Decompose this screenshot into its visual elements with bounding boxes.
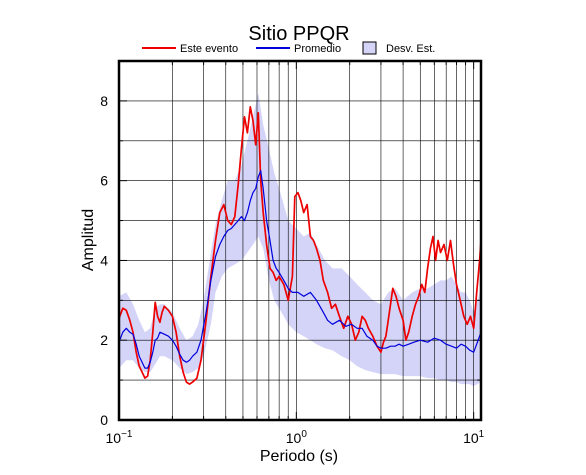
x-tick-label-base: 10	[286, 430, 302, 446]
x-tick-label: 10−1	[106, 429, 133, 446]
y-tick-label: 4	[100, 252, 108, 268]
x-axis-title: Periodo (s)	[260, 448, 338, 465]
x-tick-label-exponent: 1	[479, 429, 485, 440]
x-axis: 10−1 100 101	[106, 429, 485, 446]
x-tick-label: 101	[463, 429, 485, 446]
chart-title: Sitio PPQR	[248, 23, 349, 45]
x-tick-label-exponent: −1	[121, 429, 133, 440]
legend: Este evento Promedio Desv. Est.	[142, 41, 435, 55]
series-layer	[118, 106, 482, 385]
x-tick-label: 100	[286, 429, 308, 446]
legend-label-mean: Promedio	[294, 43, 341, 55]
legend-label-band: Desv. Est.	[386, 43, 435, 55]
x-tick-label-base: 10	[106, 430, 122, 446]
legend-swatch-band	[362, 41, 377, 55]
std-dev-band-layer	[119, 92, 481, 387]
y-tick-label: 6	[100, 173, 108, 189]
y-axis-title: Amplitud	[80, 209, 97, 271]
plot-frame	[117, 59, 483, 422]
series-line-mean	[118, 170, 482, 369]
legend-label-event: Este evento	[180, 43, 238, 55]
y-tick-label: 2	[100, 332, 108, 348]
std-dev-band	[119, 92, 481, 387]
y-axis: 0 2 4 6 8	[100, 93, 108, 428]
plot-area	[117, 59, 483, 422]
series-line-event	[118, 106, 482, 385]
y-tick-label: 8	[100, 93, 108, 109]
x-tick-label-exponent: 0	[301, 429, 307, 440]
x-tick-label-base: 10	[463, 430, 479, 446]
y-tick-label: 0	[100, 412, 108, 428]
